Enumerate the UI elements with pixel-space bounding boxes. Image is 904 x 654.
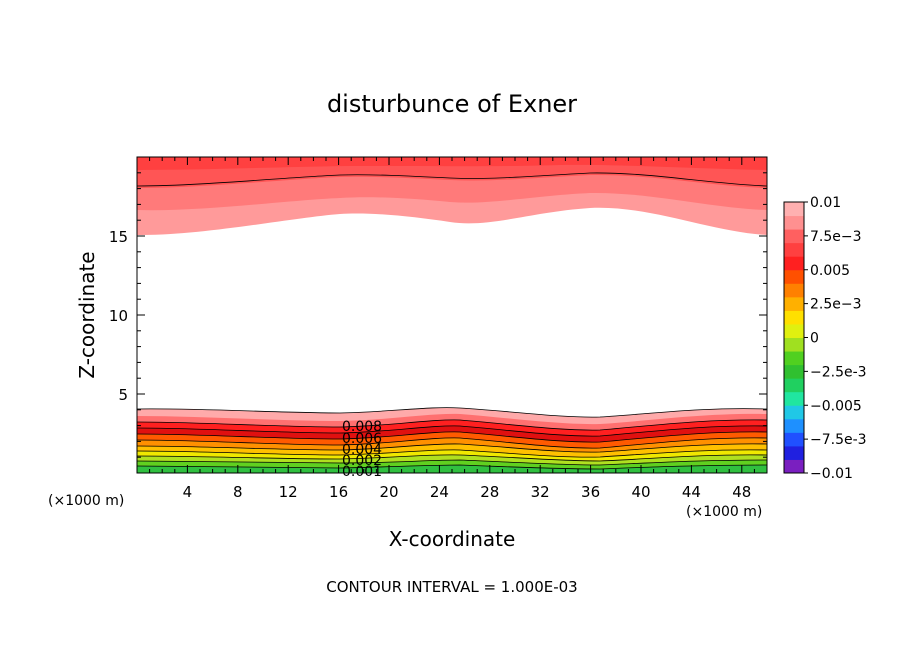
- y-axis-label: Z-coordinate: [75, 251, 99, 378]
- colorbar-segment: [784, 323, 804, 338]
- colorbar-segment: [784, 432, 804, 447]
- colorbar-label: −7.5e-3: [810, 432, 867, 448]
- colorbar-segment: [784, 215, 804, 230]
- colorbar-segment: [784, 391, 804, 406]
- x-tick-label: 28: [480, 483, 499, 501]
- colorbar-segment: [784, 364, 804, 379]
- colorbar-segment: [784, 229, 804, 244]
- colorbar-segment: [784, 310, 804, 325]
- contour-line: [137, 454, 767, 462]
- contour-line: [137, 419, 767, 431]
- x-tick-label: 16: [329, 483, 348, 501]
- x-unit-label: (×1000 m): [686, 504, 762, 520]
- colorbar-label: 0.01: [810, 195, 841, 211]
- contour-label-0.001: 0.001: [342, 464, 382, 480]
- colorbar-segment: [784, 459, 804, 474]
- colorbar-segment: [784, 378, 804, 393]
- colorbar-label: 7.5e−3: [810, 229, 862, 245]
- colorbar-label: −2.5e-3: [810, 364, 867, 380]
- x-tick-label: 48: [732, 483, 751, 501]
- colorbar-labels: 0.01 7.5e−3 0.005 2.5e−3 0 −2.5e-3 −0.005 −7.5e…: [804, 195, 867, 482]
- x-tick-label: 40: [631, 483, 650, 501]
- y-axis: 5 10 15: [109, 172, 767, 458]
- y-tick-label: 5: [118, 386, 128, 404]
- contour-label-0.004: 0.004: [342, 442, 382, 458]
- colorbar-segment: [784, 445, 804, 460]
- contour-line: [137, 437, 767, 449]
- colorbar-label: −0.005: [810, 398, 862, 414]
- contour-line: [137, 425, 767, 437]
- colorbar-segment: [784, 418, 804, 433]
- contour-label-0.008: 0.008: [342, 419, 382, 435]
- chart-title: disturbunce of Exner: [327, 90, 577, 118]
- x-tick-label: 8: [233, 483, 243, 501]
- y-tick-label: 15: [109, 228, 128, 246]
- contour-label-0.002: 0.002: [342, 453, 382, 469]
- x-tick-label: 20: [379, 483, 398, 501]
- x-tick-label: 24: [430, 483, 449, 501]
- contour-labels: 0.008 0.006 0.004 0.002 0.001: [342, 419, 382, 480]
- contour-interval-note: CONTOUR INTERVAL = 1.000E-03: [326, 578, 577, 596]
- colorbar-label: −0.01: [810, 466, 853, 482]
- x-tick-label: 4: [183, 483, 193, 501]
- colorbar-segment: [784, 269, 804, 284]
- colorbar: [783, 201, 805, 474]
- colorbar-label: 2.5e−3: [810, 297, 862, 313]
- contour-line: [137, 449, 767, 458]
- colorbar-segment: [784, 242, 804, 257]
- contour-lines: [137, 172, 767, 470]
- top-band-4: [137, 157, 767, 170]
- contour-label-0.006: 0.006: [342, 431, 382, 447]
- x-axis-label: X-coordinate: [389, 527, 516, 551]
- colorbar-segment: [784, 283, 804, 298]
- x-tick-label: 36: [581, 483, 600, 501]
- contour-line-top: [137, 172, 767, 187]
- contour-line: [137, 407, 767, 418]
- colorbar-segment: [784, 296, 804, 311]
- x-axis: 4 8 12 16 20 24 28 32 36 40 44 48: [149, 157, 755, 501]
- colorbar-segment: [784, 351, 804, 366]
- x-tick-label: 44: [682, 483, 701, 501]
- contour-line: [137, 443, 767, 453]
- contour-line: [137, 431, 767, 443]
- x-tick-label: 12: [279, 483, 298, 501]
- colorbar-segment: [784, 256, 804, 271]
- contour-line: [137, 459, 767, 466]
- colorbar-segment: [784, 405, 804, 420]
- colorbar-label: 0: [810, 331, 819, 347]
- colorbar-segment: [784, 202, 804, 217]
- contour-line: [137, 464, 767, 470]
- x-tick-label: 32: [531, 483, 550, 501]
- y-unit-label: (×1000 m): [48, 493, 124, 509]
- colorbar-label: 0.005: [810, 263, 850, 279]
- y-tick-label: 10: [109, 307, 128, 325]
- colorbar-segment: [784, 337, 804, 352]
